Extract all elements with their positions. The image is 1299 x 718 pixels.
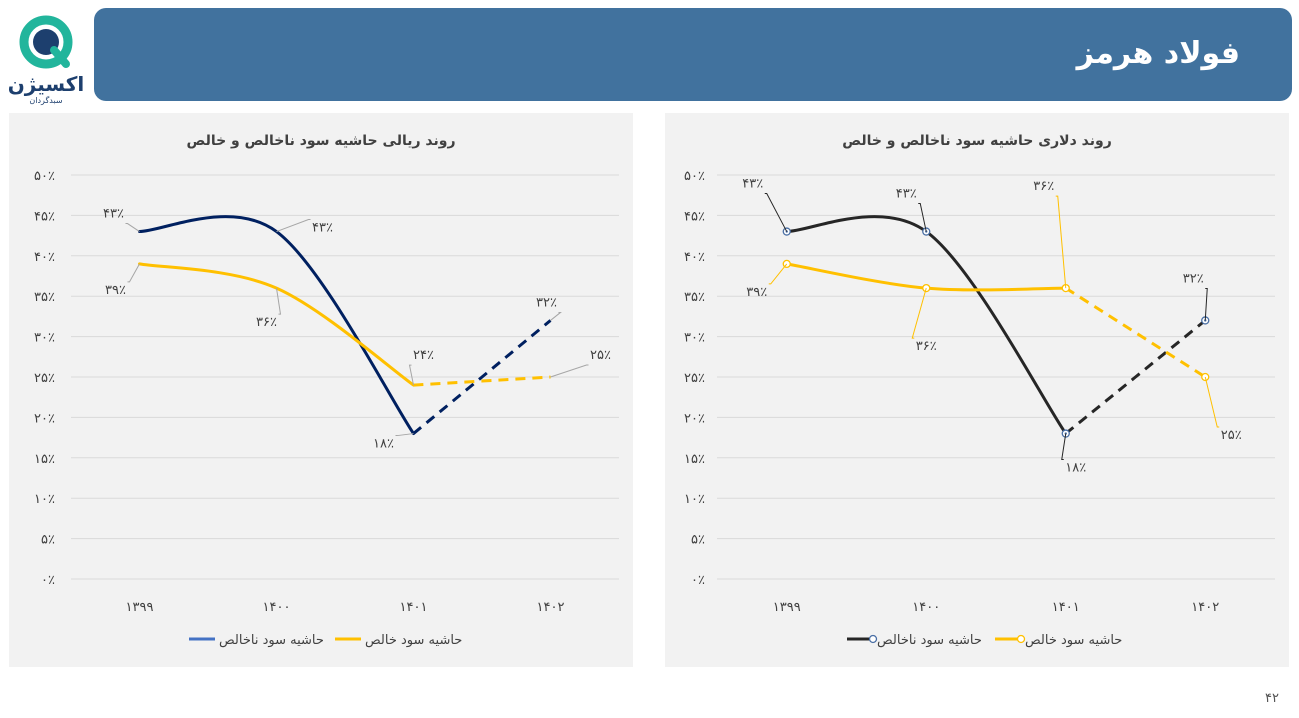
y-tick-label: ۰٪ bbox=[691, 573, 705, 588]
x-tick-label: ۱۴۰۰ bbox=[912, 600, 940, 615]
y-tick-label: ۳۰٪ bbox=[684, 331, 705, 346]
y-tick-label: ۴۰٪ bbox=[34, 250, 55, 265]
legend-label: حاشیه سود خالص bbox=[365, 633, 462, 648]
series-line-forecast bbox=[1064, 319, 1207, 435]
label-leader-line bbox=[764, 193, 788, 232]
y-tick-label: ۲۰٪ bbox=[684, 411, 705, 426]
y-tick-label: ۴۵٪ bbox=[34, 209, 55, 224]
logo-tagline: سبدگردان bbox=[29, 96, 63, 105]
y-tick-label: ۲۵٪ bbox=[34, 371, 55, 386]
data-label: ۳۲٪ bbox=[536, 295, 557, 310]
chart-title: روند ریالی حاشیه سود ناخالص و خالص bbox=[186, 133, 455, 149]
data-label: ۴۳٪ bbox=[896, 187, 917, 202]
x-tick-label: ۱۳۹۹ bbox=[126, 600, 154, 615]
company-logo: اکسیژن سبدگردان bbox=[4, 12, 88, 105]
data-label: ۱۸٪ bbox=[373, 437, 394, 452]
y-tick-label: ۳۵٪ bbox=[684, 290, 705, 305]
header-banner: فولاد هرمز bbox=[94, 8, 1292, 101]
y-tick-label: ۵۰٪ bbox=[684, 169, 705, 184]
y-tick-label: ۳۵٪ bbox=[34, 290, 55, 305]
data-label: ۴۳٪ bbox=[103, 207, 124, 222]
x-tick-label: ۱۳۹۹ bbox=[773, 600, 801, 615]
label-leader-line bbox=[918, 203, 927, 232]
x-tick-label: ۱۴۰۱ bbox=[1052, 600, 1080, 615]
y-tick-label: ۲۵٪ bbox=[684, 371, 705, 386]
series-line-actual bbox=[138, 215, 415, 436]
series-line-forecast bbox=[1064, 286, 1207, 379]
data-label: ۳۶٪ bbox=[1033, 179, 1054, 194]
label-leader-line bbox=[127, 263, 140, 283]
label-leader-line bbox=[1055, 195, 1067, 289]
label-leader-line bbox=[125, 223, 140, 232]
label-leader-line bbox=[276, 288, 282, 315]
x-tick-label: ۱۴۰۲ bbox=[537, 600, 565, 615]
y-tick-label: ۱۵٪ bbox=[34, 452, 55, 467]
data-label: ۲۵٪ bbox=[1221, 428, 1242, 443]
chart-title: روند دلاری حاشیه سود ناخالص و خالص bbox=[842, 133, 1112, 149]
label-leader-line bbox=[1204, 376, 1220, 428]
x-tick-label: ۱۴۰۲ bbox=[1191, 600, 1219, 615]
y-tick-label: ۴۰٪ bbox=[684, 250, 705, 265]
y-tick-label: ۱۰٪ bbox=[34, 492, 55, 507]
y-tick-label: ۱۵٪ bbox=[684, 452, 705, 467]
label-leader-line bbox=[408, 364, 414, 386]
chart-panel-rial: روند ریالی حاشیه سود ناخالص و خالص ۰٪ ۵٪ ۱۰… bbox=[9, 113, 633, 667]
y-tick-label: ۵۰٪ bbox=[34, 169, 55, 184]
page-number: ۴۲ bbox=[1265, 691, 1279, 706]
y-tick-label: ۵٪ bbox=[41, 533, 55, 548]
x-tick-label: ۱۴۰۱ bbox=[400, 600, 428, 615]
y-tick-label: ۲۰٪ bbox=[34, 411, 55, 426]
data-label: ۴۳٪ bbox=[312, 221, 333, 236]
series-line-forecast bbox=[413, 375, 551, 387]
label-leader-line bbox=[550, 311, 562, 321]
label-leader-line bbox=[768, 263, 788, 285]
label-leader-line bbox=[1061, 433, 1067, 461]
data-label: ۲۵٪ bbox=[590, 348, 611, 363]
chart-panel-dollar: روند دلاری حاشیه سود ناخالص و خالص ۰٪ ۵٪ ۱۰… bbox=[665, 113, 1289, 667]
series-line-forecast bbox=[412, 319, 552, 435]
rial-margin-chart: روند ریالی حاشیه سود ناخالص و خالص ۰٪ ۵٪ ۱۰… bbox=[34, 133, 619, 648]
label-leader-line bbox=[1204, 287, 1208, 321]
label-leader-line bbox=[276, 219, 311, 233]
data-label: ۱۸٪ bbox=[1065, 461, 1086, 476]
legend-marker bbox=[1016, 634, 1026, 644]
dollar-margin-chart: روند دلاری حاشیه سود ناخالص و خالص ۰٪ ۵٪ ۱۰… bbox=[684, 133, 1275, 648]
page-title: فولاد هرمز bbox=[1076, 36, 1240, 71]
y-tick-label: ۰٪ bbox=[41, 573, 55, 588]
label-leader-line bbox=[911, 287, 927, 339]
y-tick-label: ۳۰٪ bbox=[34, 331, 55, 346]
y-tick-label: ۱۰٪ bbox=[684, 492, 705, 507]
y-tick-label: ۵٪ bbox=[691, 533, 705, 548]
data-label: ۲۴٪ bbox=[413, 348, 434, 363]
legend-label: حاشیه سود ناخالص bbox=[219, 633, 324, 648]
y-tick-label: ۴۵٪ bbox=[684, 209, 705, 224]
x-tick-label: ۱۴۰۰ bbox=[263, 600, 291, 615]
data-label: ۴۳٪ bbox=[742, 177, 763, 192]
data-label: ۳۹٪ bbox=[746, 285, 767, 300]
legend-label: حاشیه سود ناخالص bbox=[877, 633, 982, 648]
label-leader-line bbox=[550, 364, 589, 378]
data-label: ۳۲٪ bbox=[1183, 271, 1204, 286]
legend-label: حاشیه سود خالص bbox=[1025, 633, 1122, 648]
data-label: ۳۶٪ bbox=[916, 339, 937, 354]
logo-name: اکسیژن bbox=[7, 72, 85, 96]
series-line-actual bbox=[785, 215, 1068, 436]
logo-mark-icon bbox=[19, 15, 73, 69]
legend-marker bbox=[868, 634, 878, 644]
data-label: ۳۶٪ bbox=[256, 315, 277, 330]
label-leader-line bbox=[395, 433, 414, 437]
data-label: ۳۹٪ bbox=[105, 283, 126, 298]
